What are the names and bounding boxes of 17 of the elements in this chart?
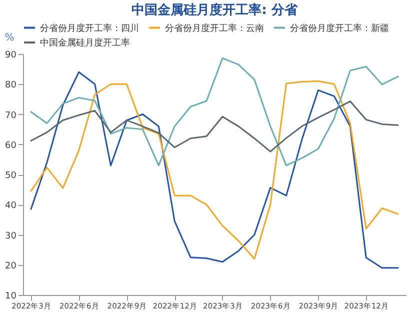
y-tick-label: 50 bbox=[5, 171, 17, 181]
y-tick-label: 90 bbox=[5, 50, 17, 60]
y-tick-label: 70 bbox=[5, 110, 17, 121]
legend-label: 分省份月度开工率：新疆 bbox=[290, 22, 389, 34]
y-tick-label: 20 bbox=[5, 261, 17, 272]
legend-label: 分省份月度开工率：云南 bbox=[165, 22, 264, 34]
legend-label: 分省份月度开工率：四川 bbox=[40, 22, 139, 34]
legend-label: 中国金属硅月度开工率 bbox=[40, 38, 130, 48]
chart-title: 中国金属硅月度开工率: 分省 bbox=[132, 2, 298, 18]
y-tick-label: 80 bbox=[5, 80, 17, 91]
y-axis-title: % bbox=[4, 32, 14, 44]
line-series bbox=[30, 57, 399, 166]
y-tick-label: 40 bbox=[5, 201, 17, 212]
y-tick-label: 30 bbox=[5, 231, 17, 242]
y-tick-label: 10 bbox=[5, 292, 17, 302]
y-tick-label: 60 bbox=[5, 140, 17, 151]
line-series bbox=[30, 100, 399, 152]
